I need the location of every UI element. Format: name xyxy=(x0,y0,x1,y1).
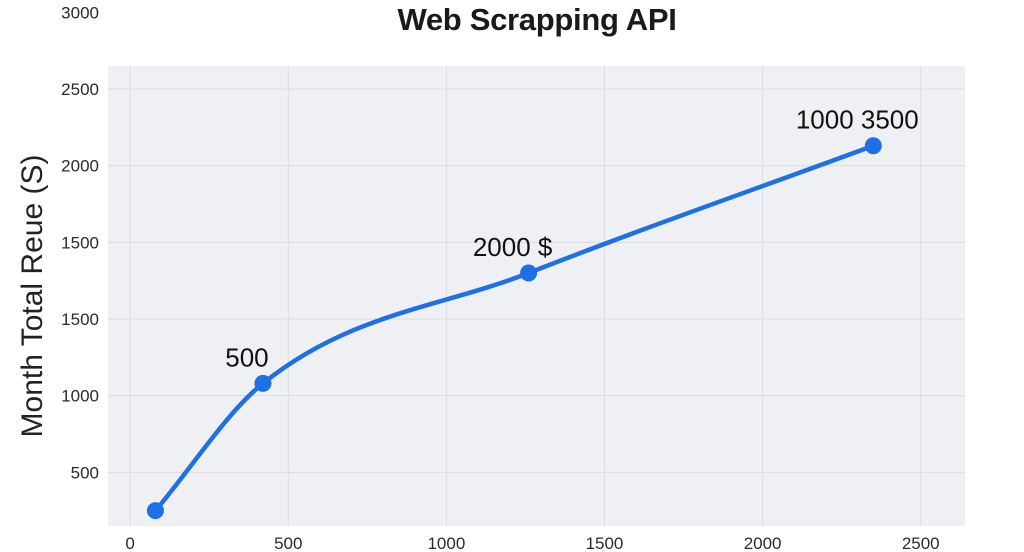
chart-title: Web Scrapping API xyxy=(397,2,677,37)
data-point xyxy=(146,502,164,520)
x-tick-label: 0 xyxy=(125,534,134,552)
y-tick-label: 1500 xyxy=(61,233,99,252)
data-point xyxy=(254,374,272,392)
series-layer xyxy=(153,143,876,513)
data-point xyxy=(520,264,538,282)
y-tick-label: 500 xyxy=(71,463,99,482)
data-label: 1000 3500 xyxy=(796,105,919,135)
y-tick-label: 1000 xyxy=(61,387,99,406)
x-tick-label: 500 xyxy=(274,534,302,552)
data-point xyxy=(864,137,882,155)
y-tick-label: 3000 xyxy=(61,3,99,22)
y-axis-label: Month Total Reue (S) xyxy=(16,155,49,438)
x-tick-label: 2000 xyxy=(744,534,782,552)
series-line xyxy=(153,143,876,513)
data-points xyxy=(146,137,882,520)
y-tick-label: 2000 xyxy=(61,157,99,176)
x-tick-label: 1500 xyxy=(586,534,624,552)
x-tick-label: 2500 xyxy=(902,534,940,552)
x-tick-label: 1000 xyxy=(427,534,465,552)
plot-background xyxy=(108,66,965,526)
y-tick-label: 1500 xyxy=(61,310,99,329)
annotations: 500 2000 $ 1000 3500 xyxy=(225,105,918,373)
data-label: 2000 $ xyxy=(473,232,553,262)
y-tick-label: 2500 xyxy=(61,80,99,99)
axis-ticks: 0 500 1000 1500 2000 2500 500 1000 1500 1500 2000 2… xyxy=(61,3,939,552)
data-label: 500 xyxy=(225,342,268,372)
